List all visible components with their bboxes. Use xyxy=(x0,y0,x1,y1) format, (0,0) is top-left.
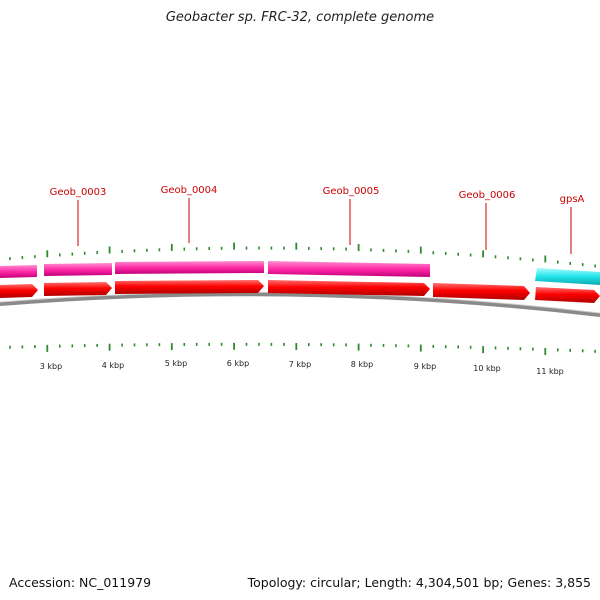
lower-tick-track xyxy=(9,342,596,355)
feature-pink-3[interactable] xyxy=(115,261,264,274)
scale-label-5kbp: 5 kbp xyxy=(165,359,187,368)
genome-backbone xyxy=(0,292,600,317)
scale-label-11kbp: 11 kbp xyxy=(536,367,564,376)
scale-label-9kbp: 9 kbp xyxy=(414,362,436,371)
accession-text: Accession: NC_011979 xyxy=(9,575,152,590)
cds-geob-0006[interactable] xyxy=(433,283,530,300)
cds-geob-0005[interactable] xyxy=(268,280,430,296)
gene-label-geob-0003[interactable]: Geob_0003 xyxy=(50,187,107,198)
cds-geob-0002[interactable] xyxy=(0,284,38,298)
feature-pink-1[interactable] xyxy=(0,265,37,278)
scale-label-8kbp: 8 kbp xyxy=(351,360,373,369)
cds-gpsA[interactable] xyxy=(535,287,600,303)
gene-label-geob-0005[interactable]: Geob_0005 xyxy=(323,186,380,197)
scale-label-7kbp: 7 kbp xyxy=(289,360,311,369)
gene-label-gpsA[interactable]: gpsA xyxy=(560,194,585,205)
scale-label-6kbp: 6 kbp xyxy=(227,359,249,368)
gene-label-geob-0004[interactable]: Geob_0004 xyxy=(161,185,218,196)
cds-geob-0003[interactable] xyxy=(44,282,112,296)
scale-label-4kbp: 4 kbp xyxy=(102,361,124,370)
gene-label-geob-0006[interactable]: Geob_0006 xyxy=(459,190,516,201)
scale-label-3kbp: 3 kbp xyxy=(40,362,62,371)
upper-tick-track xyxy=(9,242,596,268)
feature-cyan-gpsA[interactable] xyxy=(535,268,600,285)
feature-pink-2[interactable] xyxy=(44,263,112,276)
feature-pink-4[interactable] xyxy=(268,261,430,277)
map-title: Geobacter sp. FRC-32, complete genome xyxy=(165,10,435,25)
cds-geob-0004[interactable] xyxy=(115,280,264,294)
genome-summary-text: Topology: circular; Length: 4,304,501 bp… xyxy=(247,575,591,590)
scale-label-10kbp: 10 kbp xyxy=(473,364,501,373)
